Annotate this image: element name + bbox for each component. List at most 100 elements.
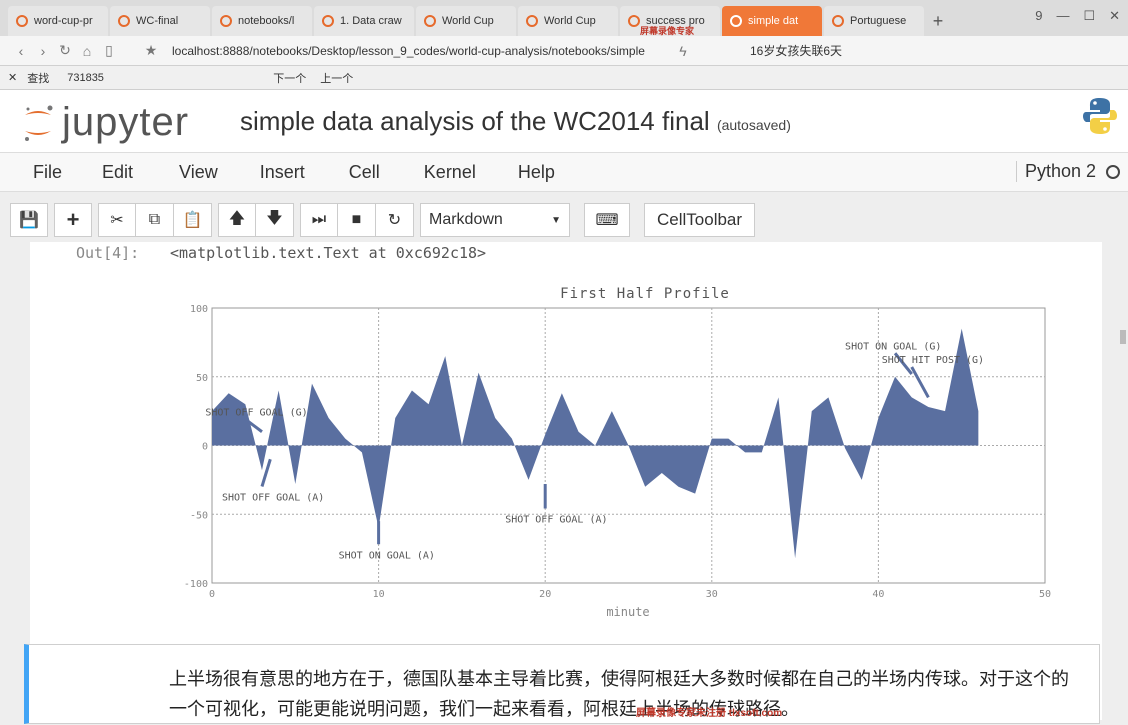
x-axis-label: minute	[606, 605, 649, 619]
x-tick-label: 40	[872, 589, 884, 600]
close-icon[interactable]: ✕	[1109, 8, 1120, 23]
cell-toolbar-button[interactable]: CellToolbar	[644, 203, 756, 237]
menu-view[interactable]: View	[179, 161, 218, 182]
forward-icon[interactable]: ›	[40, 42, 46, 59]
tab-favicon-icon	[832, 15, 844, 27]
notebook-toolbar: 💾 + ✂ ⧉ 📋 🡅 🡇 ⏭ ■ ↻ Markdown ▼ ⌨ CellToo…	[0, 198, 1128, 242]
interrupt-icon[interactable]: ■	[338, 203, 376, 237]
find-bar: ✕ 查找 731835 下一个 上一个	[0, 66, 1128, 90]
home-icon[interactable]: ⌂	[82, 42, 92, 59]
cell-type-select[interactable]: Markdown ▼	[420, 203, 570, 237]
find-next-link[interactable]: 下一个	[273, 72, 307, 85]
kernel-indicator: Python 2	[1015, 161, 1120, 182]
restart-icon[interactable]: ↻	[376, 203, 414, 237]
browser-tab[interactable]: WC-final	[110, 6, 210, 36]
jupyter-logo[interactable]: jupyter	[22, 100, 189, 145]
python-logo-icon	[1083, 98, 1117, 134]
page-scrollbar[interactable]	[1120, 330, 1126, 344]
notebook-title[interactable]: simple data analysis of the WC2014 final…	[240, 106, 791, 137]
tab-favicon-icon	[118, 15, 130, 27]
save-icon[interactable]: 💾	[10, 203, 48, 237]
copy-icon[interactable]: ⧉	[136, 203, 174, 237]
menu-kernel[interactable]: Kernel	[423, 161, 476, 182]
x-tick-label: 50	[1039, 589, 1051, 600]
insert-cell-icon[interactable]: +	[54, 203, 92, 237]
new-tab-icon[interactable]: +	[932, 10, 944, 31]
move-down-icon[interactable]: 🡇	[256, 203, 294, 237]
x-tick-label: 10	[373, 589, 385, 600]
autosave-status: (autosaved)	[716, 117, 791, 133]
markdown-cell[interactable]: 上半场很有意思的地方在于，德国队基本主导着比赛，使得阿根廷大多数时候都在自己的半…	[24, 644, 1100, 724]
close-find-icon[interactable]: ✕	[8, 72, 18, 84]
y-tick-label: -50	[190, 510, 208, 521]
browser-tab[interactable]: word-cup-pr	[8, 6, 108, 36]
browser-tab[interactable]: World Cup	[518, 6, 618, 36]
chart-annotations: SHOT ON GOAL (G) SHOT HIT POST (G) SHOT OF…	[205, 341, 984, 561]
x-tick-label: 30	[706, 589, 718, 600]
news-ticker[interactable]: 16岁女孩失联6天	[750, 44, 843, 58]
browser-tab[interactable]: success pro	[620, 6, 720, 36]
menu-cell[interactable]: Cell	[348, 161, 380, 182]
chart-annotation: SHOT OFF GOAL (G)	[205, 407, 307, 418]
browser-tab[interactable]: simple dat	[722, 6, 822, 36]
markdown-text: 上半场很有意思的地方在于，德国队基本主导着比赛，使得阿根廷大多数时候都在自己的半…	[169, 669, 1069, 720]
menu-insert[interactable]: Insert	[259, 161, 305, 182]
maximize-icon[interactable]: ☐	[1083, 8, 1096, 23]
bookmark-star-icon[interactable]: ★	[144, 42, 158, 58]
reading-icon[interactable]: ▯	[105, 42, 113, 58]
annotation-arrow	[893, 352, 913, 375]
chart-annotation: SHOT OFF GOAL (A)	[222, 493, 324, 504]
notebook-name[interactable]: simple data analysis of the WC2014 final	[240, 106, 710, 136]
chevron-down-icon: ▼	[551, 214, 561, 226]
cut-icon[interactable]: ✂	[98, 203, 136, 237]
tab-label: 1. Data craw	[340, 15, 402, 27]
x-tick-label: 0	[209, 589, 215, 600]
x-tick-label: 20	[539, 589, 551, 600]
tab-label: success pro	[646, 15, 705, 27]
reload-icon[interactable]: ↻	[59, 42, 71, 58]
tab-label: word-cup-pr	[34, 15, 93, 27]
notebook-container: Out[4]: <matplotlib.text.Text at 0xc692c…	[24, 242, 1102, 724]
y-tick-label: 0	[202, 442, 208, 453]
window-controls: 9 — ☐ ✕	[1035, 8, 1120, 24]
url-input[interactable]: localhost:8888/notebooks/Desktop/lesson_…	[172, 43, 645, 58]
lightning-icon[interactable]: ϟ	[679, 42, 687, 59]
browser-tab[interactable]: 1. Data craw	[314, 6, 414, 36]
tab-label: World Cup	[544, 15, 596, 27]
y-tick-label: -100	[184, 579, 208, 590]
tab-label: simple dat	[748, 15, 799, 27]
command-palette-icon[interactable]: ⌨	[584, 203, 630, 237]
recorder-watermark-bottom: 屏幕录像专家未注册 tlxsoft.com	[636, 708, 783, 719]
browser-tab-bar: word-cup-pr WC-final notebooks/l 1. Data cr…	[0, 0, 1128, 36]
tab-favicon-icon	[16, 15, 28, 27]
cell-type-value: Markdown	[429, 211, 503, 228]
kernel-name: Python 2	[1024, 161, 1096, 181]
profile-area	[212, 328, 979, 559]
y-tick-label: 50	[196, 373, 208, 384]
find-prev-link[interactable]: 上一个	[320, 72, 354, 85]
tab-favicon-icon	[424, 15, 436, 27]
y-tick-label: 100	[190, 304, 208, 315]
annotation-arrow	[910, 366, 930, 399]
chart-ticks: 0 10 20 30 40 50 100 50 0 -50 -100	[184, 304, 1051, 600]
annotation-arrow	[244, 418, 263, 433]
find-input[interactable]: 731835	[67, 71, 104, 84]
first-half-profile-chart: First Half Profile 0 10 20 30 40 50 100 50 0 -50 -…	[184, 286, 1051, 619]
menu-edit[interactable]: Edit	[102, 161, 134, 182]
menu-help[interactable]: Help	[517, 161, 555, 182]
minimize-icon[interactable]: —	[1056, 8, 1070, 23]
paste-icon[interactable]: 📋	[174, 203, 212, 237]
tab-label: notebooks/l	[238, 15, 295, 27]
browser-tab[interactable]: notebooks/l	[212, 6, 312, 36]
tab-count-icon[interactable]: 9	[1035, 8, 1043, 23]
browser-tab[interactable]: World Cup	[416, 6, 516, 36]
recorder-watermark-top: 屏幕录像专家	[640, 26, 695, 36]
browser-tab[interactable]: Portuguese	[824, 6, 924, 36]
menu-file[interactable]: File	[33, 161, 63, 182]
run-cell-icon[interactable]: ⏭	[300, 203, 338, 237]
chart-annotation: SHOT OFF GOAL (A)	[505, 515, 607, 526]
jupyter-logo-icon	[25, 105, 53, 141]
move-up-icon[interactable]: 🡅	[218, 203, 256, 237]
back-icon[interactable]: ‹	[18, 42, 24, 59]
address-bar: ‹ › ↻ ⌂ ▯ ★ localhost:8888/notebooks/Des…	[0, 36, 1128, 66]
